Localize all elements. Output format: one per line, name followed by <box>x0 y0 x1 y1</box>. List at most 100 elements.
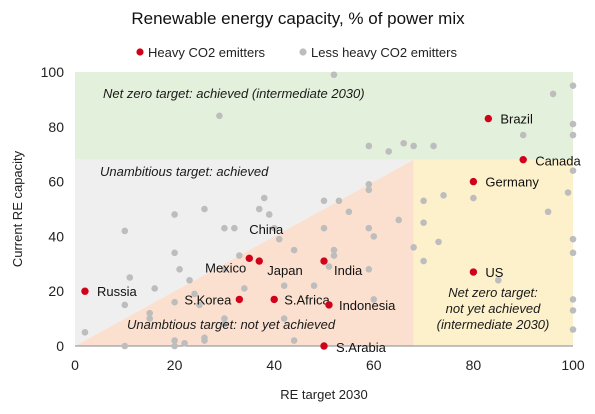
less-heavy-point <box>221 315 228 322</box>
less-heavy-point <box>330 252 338 259</box>
less-heavy-point <box>121 227 129 235</box>
zone-label-unambitious-not-achieved: Unambtious target: not yet achieved <box>127 317 336 332</box>
less-heavy-point <box>151 285 158 292</box>
less-heavy-point <box>171 337 178 344</box>
less-heavy-point <box>519 131 527 139</box>
less-heavy-point <box>221 320 228 328</box>
less-heavy-point <box>365 265 373 273</box>
less-heavy-point <box>255 205 263 213</box>
heavy-point <box>320 257 328 265</box>
x-axis-label: RE target 2030 <box>280 387 367 402</box>
y-tick-label: 60 <box>48 174 64 190</box>
less-heavy-point <box>544 208 552 216</box>
legend-less-marker <box>299 48 307 56</box>
less-heavy-point <box>146 315 153 322</box>
y-axis-label: Current RE capacity <box>10 150 25 267</box>
less-heavy-point <box>435 238 442 246</box>
x-tick-label: 20 <box>167 357 183 373</box>
less-heavy-point <box>365 224 373 232</box>
less-heavy-point <box>265 211 273 218</box>
less-heavy-point <box>146 309 153 317</box>
less-heavy-point <box>201 205 208 213</box>
legend-heavy-marker <box>136 48 144 56</box>
zone-label-net-zero-achieved: Net zero target: achieved (intermediate … <box>103 86 365 101</box>
zone-net-zero-not-achieved <box>413 159 573 346</box>
less-heavy-point <box>196 301 203 309</box>
y-tick-label: 40 <box>48 228 64 244</box>
less-heavy-point <box>420 257 427 265</box>
less-heavy-point <box>569 82 577 89</box>
zone-labels: Net zero target: achieved (intermediate … <box>100 86 549 332</box>
less-heavy-points <box>81 71 577 350</box>
point-label: Brazil <box>500 112 533 127</box>
less-heavy-point <box>236 252 243 259</box>
x-tick-label: 100 <box>561 357 585 373</box>
zone-unambitious-not-achieved <box>75 159 414 346</box>
less-heavy-point <box>171 249 178 257</box>
less-heavy-point <box>569 235 577 243</box>
less-heavy-point <box>241 285 248 292</box>
less-heavy-point <box>290 246 298 254</box>
less-heavy-point <box>365 186 373 194</box>
legend: Heavy CO2 emitters Less heavy CO2 emitte… <box>136 45 457 60</box>
zone-label-net-zero-not-achieved: (intermediate 2030) <box>437 317 550 332</box>
point-label: China <box>249 222 284 237</box>
less-heavy-point <box>126 274 134 281</box>
less-heavy-point <box>280 315 288 322</box>
less-heavy-point <box>569 167 577 174</box>
less-heavy-point <box>231 224 238 232</box>
point-label: Japan <box>267 263 302 278</box>
less-heavy-point <box>385 148 393 155</box>
point-label: Canada <box>535 154 581 169</box>
point-label: Germany <box>485 175 539 190</box>
heavy-point <box>270 295 278 304</box>
less-heavy-point <box>275 235 283 243</box>
legend-heavy-label: Heavy CO2 emitters <box>148 45 266 60</box>
heavy-point <box>81 287 89 295</box>
axes: 0 20 40 60 80 100 0 20 40 60 80 100 <box>41 64 585 373</box>
less-heavy-point <box>410 142 417 150</box>
less-heavy-point <box>81 329 89 336</box>
less-heavy-point <box>171 298 178 306</box>
less-heavy-point <box>365 142 373 150</box>
less-heavy-point <box>221 265 228 273</box>
less-heavy-point <box>420 197 427 205</box>
less-heavy-point <box>549 90 557 98</box>
less-heavy-point <box>191 290 198 298</box>
less-heavy-point <box>201 334 208 342</box>
less-heavy-point <box>310 282 318 290</box>
x-tick-label: 0 <box>71 357 79 373</box>
point-label: Mexico <box>205 260 246 275</box>
point-label: S.Korea <box>184 292 232 307</box>
less-heavy-point <box>325 263 333 270</box>
less-heavy-point <box>176 265 183 273</box>
less-heavy-point <box>121 342 129 350</box>
less-heavy-point <box>216 112 223 120</box>
less-heavy-point <box>260 194 268 202</box>
less-heavy-point <box>470 194 477 202</box>
less-heavy-point <box>440 192 447 199</box>
less-heavy-point <box>320 197 328 205</box>
less-heavy-point <box>569 326 577 333</box>
legend-less-label: Less heavy CO2 emitters <box>311 45 457 60</box>
x-tick-label: 40 <box>266 357 282 373</box>
y-tick-label: 0 <box>56 338 64 354</box>
heavy-point <box>320 342 328 350</box>
less-heavy-point <box>221 224 228 232</box>
less-heavy-point <box>569 307 577 314</box>
less-heavy-point <box>420 219 427 226</box>
heavy-points: Russia Japan Mexico S.Korea S.Africa India Ind… <box>81 112 582 355</box>
less-heavy-point <box>181 339 188 347</box>
point-label: S.Africa <box>284 292 330 307</box>
point-label: Russia <box>97 284 138 299</box>
less-heavy-point <box>335 197 343 205</box>
heavy-point <box>325 301 333 309</box>
less-heavy-point <box>569 120 577 128</box>
less-heavy-point <box>121 301 129 309</box>
x-tick-label: 80 <box>466 357 482 373</box>
y-tick-label: 80 <box>48 119 64 135</box>
less-heavy-point <box>320 224 328 232</box>
less-heavy-point <box>430 142 437 150</box>
